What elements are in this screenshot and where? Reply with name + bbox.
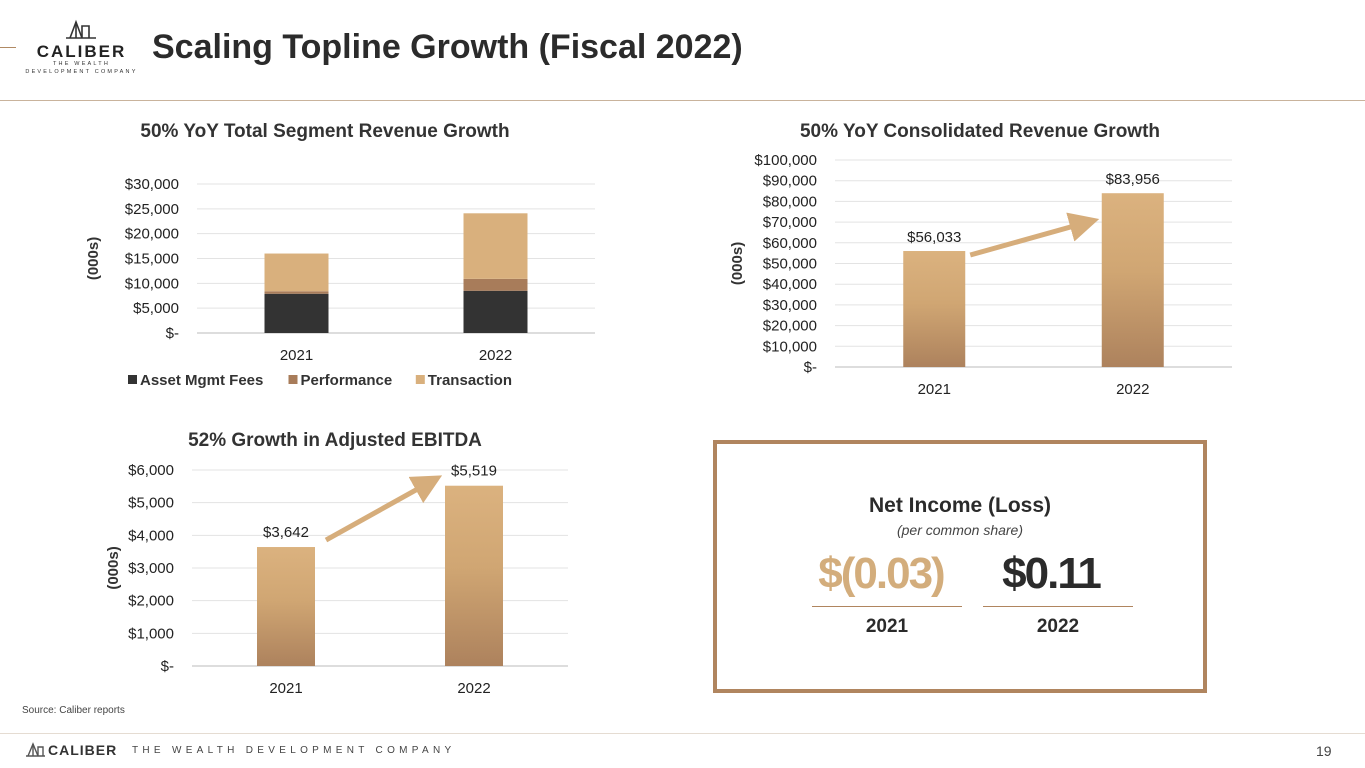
net-income-subtitle: (per common share) (896, 522, 1024, 538)
ebitda-bar-2021 (257, 547, 315, 666)
segment-bar-performance-2022 (463, 278, 528, 291)
footer-brand: CALIBER (48, 742, 118, 758)
consolidated-data-label: $56,033 (907, 229, 961, 246)
ebitda-bar-2022 (445, 485, 503, 666)
page-number: 19 (1316, 743, 1332, 759)
legend-label: Asset Mgmt Fees (140, 372, 263, 389)
ebitda-data-label: $5,519 (451, 463, 497, 480)
net-income-title: Net Income (Loss) (868, 494, 1052, 517)
segment-revenue-ytick-label: $10,000 (125, 275, 179, 292)
consolidated-revenue-title: 50% YoY Consolidated Revenue Growth (799, 121, 1161, 142)
segment-bar-performance-2021 (264, 291, 329, 294)
consolidated-bar-2021 (903, 251, 966, 367)
consolidated-revenue-ytick-label: $70,000 (763, 214, 817, 231)
consolidated-revenue-ytick-label: $60,000 (763, 235, 817, 252)
legend-label: Performance (301, 372, 393, 389)
consolidated-revenue-ylabel: (000s) (729, 242, 746, 285)
consolidated-xtick-label: 2021 (918, 381, 951, 398)
page-title: Scaling Topline Growth (Fiscal 2022) (152, 28, 743, 66)
legend-swatch (415, 375, 425, 384)
ebitda-ytick-label: $3,000 (128, 560, 174, 577)
segment-bar-transaction-2021 (264, 253, 329, 292)
logo-tagline: THE WEALTH DEVELOPMENT COMPANY (25, 61, 138, 75)
consolidated-revenue-ytick-label: $10,000 (763, 338, 817, 355)
net-income-underline-2021 (812, 606, 962, 607)
segment-revenue-ytick-label: $25,000 (125, 201, 179, 218)
segment-bar-transaction-2022 (463, 213, 528, 279)
segment-bar-asset-mgmt-fees-2022 (463, 290, 528, 333)
consolidated-revenue-ytick-label: $40,000 (763, 276, 817, 293)
segment-revenue-chart: $- $5,000 $10,000 $15,000 $20,000 $25,000 $30,… (85, 176, 595, 389)
consolidated-revenue-ytick-label: $100,000 (754, 152, 817, 169)
growth-arrow-icon (324, 475, 443, 543)
logo-wordmark: CALIBER (36, 42, 127, 61)
ebitda-title: 52% Growth in Adjusted EBITDA (188, 430, 482, 451)
net-income-year-2021: 2021 (865, 616, 909, 637)
consolidated-revenue-ytick-label: $50,000 (763, 256, 817, 273)
legend-swatch (128, 375, 137, 384)
ebitda-ytick-label: $- (161, 658, 174, 675)
consolidated-revenue-ytick-label: $80,000 (763, 193, 817, 210)
growth-arrow-icon (969, 212, 1100, 258)
ebitda-ytick-label: $6,000 (128, 462, 174, 479)
consolidated-revenue-ytick-label: $30,000 (763, 297, 817, 314)
footer-building-icon (26, 742, 45, 757)
segment-revenue-ytick-label: $15,000 (125, 251, 179, 268)
ebitda-ytick-label: $5,000 (128, 495, 174, 512)
building-logo-icon (66, 19, 96, 39)
net-income-underline-2022 (983, 606, 1133, 607)
segment-revenue-ytick-label: $20,000 (125, 226, 179, 243)
consolidated-revenue-ytick-label: $90,000 (763, 173, 817, 190)
consolidated-revenue-ytick-label: $- (804, 359, 817, 376)
consolidated-bar-2022 (1101, 193, 1164, 367)
segment-revenue-title: 50% YoY Total Segment Revenue Growth (140, 121, 510, 142)
net-income-panel: Net Income (Loss) (per common share) $(0… (713, 440, 1207, 693)
consolidated-revenue-chart: $- $10,000 $20,000 $30,000 $40,000 $50,000 $60… (729, 152, 1232, 398)
net-income-year-2022: 2022 (1036, 616, 1080, 637)
segment-revenue-ytick-label: $30,000 (125, 176, 179, 193)
ebitda-ytick-label: $2,000 (128, 593, 174, 610)
legend-swatch (288, 375, 298, 384)
ebitda-ytick-label: $4,000 (128, 527, 174, 544)
footer-divider (0, 733, 1365, 734)
ebitda-ytick-label: $1,000 (128, 625, 174, 642)
legend-label: Transaction (428, 372, 512, 389)
consolidated-revenue-ytick-label: $20,000 (763, 318, 817, 335)
net-income-value-2021: $(0.03) (818, 549, 945, 598)
segment-revenue-ytick-label: $5,000 (133, 300, 179, 317)
consolidated-xtick-label: 2022 (1116, 381, 1149, 398)
ebitda-ylabel: (000s) (105, 546, 122, 589)
header-accent-line (0, 47, 16, 48)
consolidated-data-label: $83,956 (1106, 171, 1160, 188)
ebitda-xtick-label: 2021 (269, 680, 302, 697)
segment-revenue-ytick-label: $- (166, 325, 179, 342)
segment-revenue-ylabel: (000s) (85, 237, 102, 280)
source-note: Source: Caliber reports (22, 705, 125, 716)
header-divider (0, 100, 1365, 101)
net-income-value-2022: $0.11 (1002, 549, 1102, 598)
ebitda-data-label: $3,642 (263, 524, 309, 541)
caliber-logo: CALIBER THE WEALTH DEVELOPMENT COMPANY (24, 18, 139, 88)
ebitda-chart: $- $1,000 $2,000 $3,000 $4,000 $5,000 $6,000 (0… (105, 462, 568, 697)
ebitda-xtick-label: 2022 (457, 680, 490, 697)
footer-tagline: THE WEALTH DEVELOPMENT COMPANY (132, 745, 456, 756)
segment-xtick-label: 2021 (280, 347, 313, 364)
segment-xtick-label: 2022 (479, 347, 512, 364)
segment-bar-asset-mgmt-fees-2021 (264, 293, 329, 333)
